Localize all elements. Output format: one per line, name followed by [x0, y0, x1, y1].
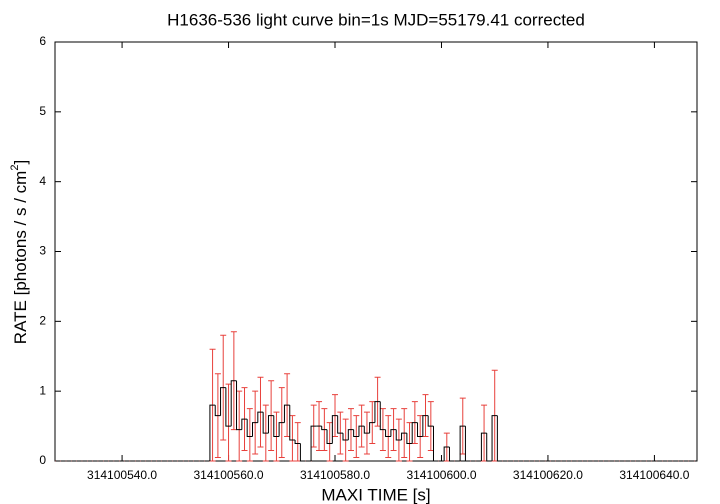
- step: [337, 415, 343, 434]
- step: [257, 411, 264, 423]
- step: [448, 447, 455, 462]
- step: [331, 415, 338, 444]
- step: [299, 443, 306, 462]
- step: [241, 418, 248, 430]
- y-label-text: RATE [photons / s / cm: [11, 171, 30, 345]
- y-tick-label: 1: [39, 383, 46, 397]
- step: [225, 387, 232, 427]
- step: [464, 426, 471, 462]
- step: [294, 440, 301, 445]
- step: [273, 415, 280, 438]
- y-tick-label: 4: [39, 174, 46, 188]
- step: [283, 404, 290, 423]
- step: [422, 415, 429, 437]
- x-tick-label: 314100560.0: [194, 468, 264, 482]
- y-label-superscript: 2: [9, 165, 21, 171]
- step: [358, 425, 365, 437]
- step: [395, 429, 402, 441]
- step: [347, 429, 354, 441]
- step: [363, 426, 370, 434]
- step: [486, 433, 493, 462]
- step: [401, 432, 407, 441]
- y-tick-label: 0: [39, 453, 46, 467]
- x-axis-label: MAXI TIME [s]: [321, 485, 430, 504]
- step: [443, 446, 450, 461]
- y-axis-label: RATE [photons / s / cm2]: [9, 160, 31, 344]
- step: [353, 429, 359, 438]
- step: [289, 405, 296, 441]
- step: [411, 422, 418, 444]
- step: [385, 429, 391, 438]
- error-bar: [406, 422, 413, 462]
- step: [236, 380, 242, 431]
- step: [427, 415, 434, 427]
- y-tick-label: 2: [39, 314, 46, 328]
- step: [496, 415, 503, 462]
- step: [246, 419, 253, 438]
- step: [262, 412, 269, 434]
- step: [278, 422, 285, 437]
- step: [230, 380, 237, 427]
- y-label-end: ]: [11, 160, 30, 165]
- step: [251, 422, 258, 437]
- step: [326, 429, 333, 445]
- step: [406, 433, 413, 445]
- step: [491, 415, 498, 461]
- step: [267, 415, 274, 434]
- step: [480, 432, 487, 461]
- step: [369, 422, 375, 434]
- step: [379, 401, 386, 431]
- error-bar: [246, 408, 253, 462]
- step: [342, 433, 349, 441]
- x-tick-label: 314100640.0: [619, 468, 689, 482]
- step: [459, 425, 466, 461]
- x-tick-label: 314100620.0: [513, 468, 583, 482]
- step: [321, 426, 328, 431]
- step: [209, 404, 216, 461]
- x-tick-label: 314100580.0: [300, 468, 370, 482]
- step: [374, 401, 381, 423]
- step: [432, 426, 439, 462]
- step: [214, 405, 221, 417]
- error-bar: [326, 422, 333, 462]
- y-tick-label: 3: [39, 244, 46, 258]
- error-bar: [294, 422, 301, 462]
- error-bar: [236, 390, 243, 462]
- step: [220, 387, 226, 416]
- x-tick-label: 314100540.0: [87, 468, 157, 482]
- step: [390, 429, 397, 437]
- chart-title: H1636-536 light curve bin=1s MJD=55179.4…: [167, 10, 585, 29]
- y-tick-label: 5: [39, 104, 46, 118]
- error-bar: [289, 415, 296, 462]
- plot-frame: [54, 41, 698, 462]
- x-tick-label: 314100600.0: [406, 468, 476, 482]
- error-bar: [225, 383, 232, 462]
- y-tick-label: 6: [39, 34, 46, 48]
- step: [417, 422, 423, 438]
- step: [310, 425, 317, 461]
